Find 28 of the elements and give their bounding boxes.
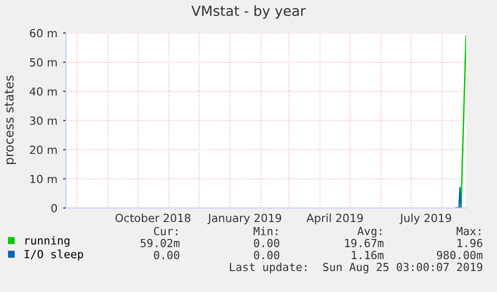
y-tick-label: 60 m (30, 28, 57, 38)
text: Last update: Sun Aug 25 03:00:07 2019 (230, 262, 482, 274)
y-tick-label: 30 m (30, 116, 57, 125)
text: Max: (456, 226, 480, 236)
legend-label: I/O sleep (24, 250, 84, 260)
text: 0.00 (254, 250, 280, 260)
x-tick-label: July 2019 (400, 214, 452, 224)
text: 980.00m (436, 250, 482, 260)
text: Avg: (357, 226, 382, 238)
text: Min: (254, 226, 278, 236)
y-tick-label: 10 m (30, 174, 57, 184)
y-axis-title: process states (4, 76, 16, 164)
y-tick-label: 50 m (30, 58, 57, 67)
y-tick-label: 40 m (30, 87, 57, 96)
legend-label: running (26, 236, 70, 247)
text: 0.00 (154, 250, 180, 260)
text: Cur: (154, 226, 178, 236)
text: 0.00 (254, 238, 280, 248)
text: 1.96 (458, 238, 482, 248)
text: 1.16m (352, 250, 384, 260)
x-tick-label: January 2019 (207, 214, 282, 224)
text: 19.67m (345, 238, 384, 248)
y-tick-label: 20 m (30, 146, 57, 154)
text: 59.02m (140, 238, 180, 248)
y-tick-label: 0 (51, 204, 57, 212)
chart-title: VMstat - by year (191, 5, 306, 19)
x-tick-label: April 2019 (306, 214, 363, 224)
x-tick-label: October 2018 (115, 214, 190, 222)
